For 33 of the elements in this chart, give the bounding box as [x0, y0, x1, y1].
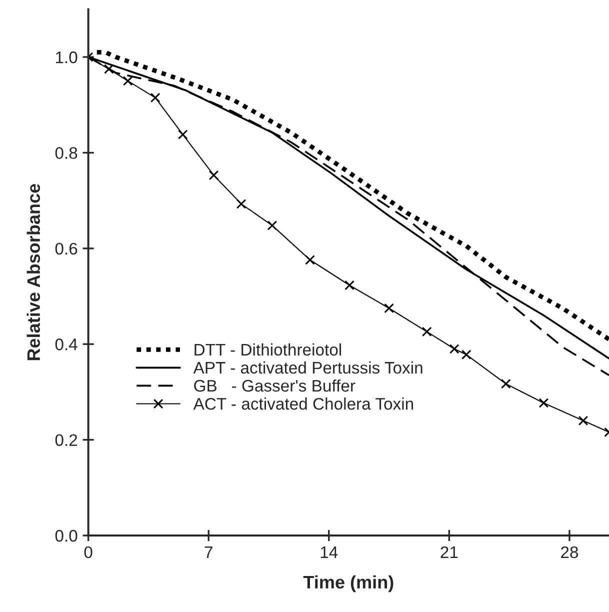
x-tick-label: 28	[561, 546, 578, 558]
point	[208, 170, 219, 180]
legend-label: DTT - Dithiothreiotol	[194, 343, 341, 356]
point	[178, 130, 188, 140]
point	[384, 303, 394, 314]
point	[267, 220, 278, 230]
point	[236, 198, 246, 209]
point	[150, 92, 160, 103]
point	[578, 416, 588, 426]
x-axis-title: Time (min)	[303, 575, 394, 592]
y-tick-label: 0.4	[55, 338, 78, 350]
point	[538, 398, 549, 408]
y-tick-label: 0.6	[55, 242, 78, 255]
x-tick-label: 21	[440, 546, 458, 558]
point	[344, 280, 354, 290]
point	[461, 350, 472, 360]
y-tick-label: 0.8	[55, 147, 78, 159]
legend-label: GB - Gasser's Buffer	[194, 379, 356, 392]
point	[305, 254, 315, 265]
legend-label: APT - activated Pertussis Toxin	[193, 361, 422, 374]
x-tick-label: 14	[320, 546, 338, 558]
x-tick-label: 7	[204, 546, 212, 558]
point	[104, 64, 114, 74]
point	[422, 326, 432, 337]
y-axis-title: Relative Absorbance	[26, 184, 40, 360]
point	[449, 344, 460, 354]
y-tick-label: 0.2	[55, 434, 78, 446]
x-tick-label: 0	[84, 546, 92, 558]
y-tick-label: 0.0	[55, 530, 78, 542]
point	[122, 76, 133, 86]
legend-label: ACT - activated Cholera Toxin	[193, 398, 414, 410]
point	[500, 378, 511, 389]
y-tick-label: 1.0	[56, 51, 78, 64]
